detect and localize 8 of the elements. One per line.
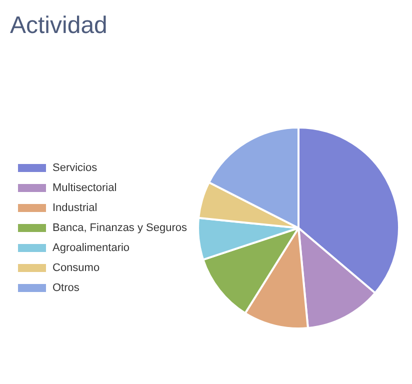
legend-label: Industrial bbox=[52, 202, 98, 214]
legend-label: Banca, Finanzas y Seguros bbox=[52, 222, 188, 234]
legend-label: Consumo bbox=[52, 262, 100, 274]
legend-label: Agroalimentario bbox=[52, 242, 130, 254]
legend-label: Otros bbox=[52, 282, 80, 294]
legend-label: Servicios bbox=[52, 162, 98, 174]
legend-label: Multisectorial bbox=[52, 182, 117, 194]
chart-title: Actividad bbox=[10, 12, 108, 40]
